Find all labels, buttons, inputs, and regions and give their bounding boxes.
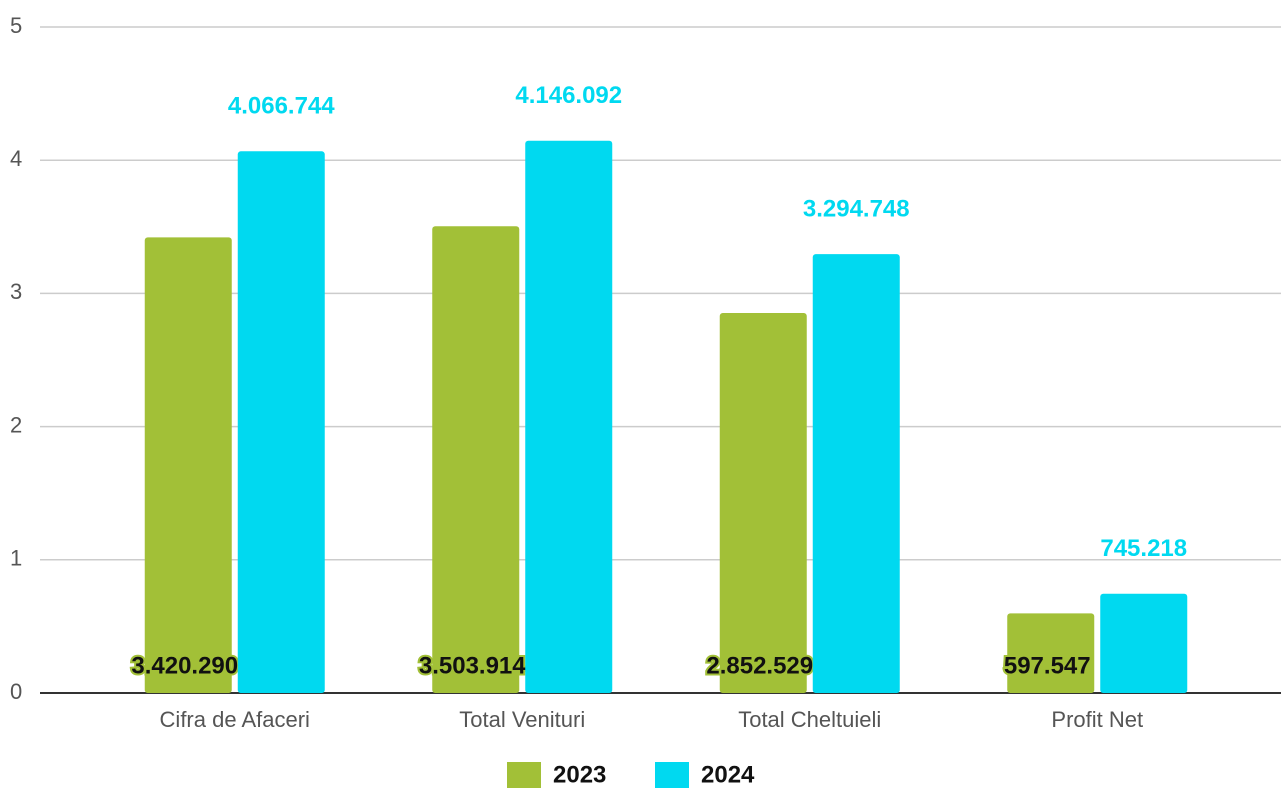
- x-tick-label: Total Cheltuieli: [738, 707, 881, 732]
- x-tick-label: Cifra de Afaceri: [160, 707, 310, 732]
- x-tick-label: Profit Net: [1051, 707, 1143, 732]
- y-tick-label: 0: [10, 679, 22, 704]
- bar: [432, 226, 520, 693]
- y-tick-label: 1: [10, 546, 22, 571]
- value-label: 4.146.092: [515, 82, 622, 109]
- legend-swatch: [655, 762, 689, 788]
- y-tick-label: 2: [10, 412, 22, 437]
- value-label: 4.066.744: [228, 93, 335, 120]
- value-label: 3.420.290: [131, 652, 238, 679]
- x-tick-label: Total Venituri: [459, 707, 585, 732]
- bar: [719, 313, 807, 693]
- y-tick-label: 3: [10, 279, 22, 304]
- bar: [812, 254, 900, 693]
- bar: [525, 140, 613, 693]
- value-label: 745.218: [1100, 535, 1187, 562]
- value-label: 597.547: [1004, 652, 1091, 679]
- value-label: 2.852.529: [706, 652, 813, 679]
- y-tick-label: 5: [10, 13, 22, 38]
- bar: [1100, 593, 1188, 693]
- bar: [144, 237, 232, 694]
- bar: [1007, 613, 1095, 693]
- value-label: 3.503.914: [419, 652, 526, 679]
- legend-label: 2023: [553, 761, 606, 788]
- legend-label: 2024: [701, 761, 755, 788]
- value-label: 3.294.748: [803, 195, 910, 222]
- y-tick-label: 4: [10, 146, 22, 171]
- bar: [237, 151, 325, 693]
- legend-swatch: [507, 762, 541, 788]
